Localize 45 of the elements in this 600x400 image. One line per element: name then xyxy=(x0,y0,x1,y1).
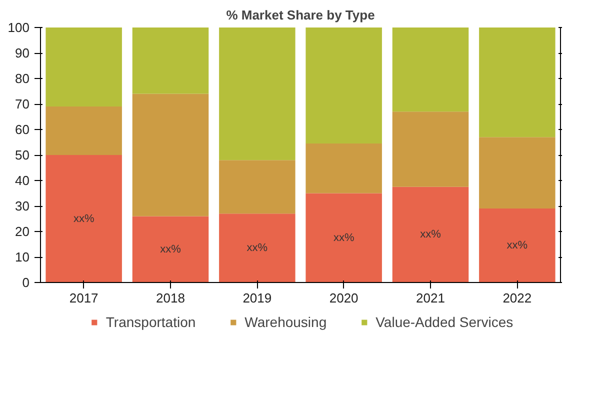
y-tick-label: 90 xyxy=(15,46,30,60)
bar xyxy=(479,28,556,138)
y-tick-label: 20 xyxy=(15,224,30,239)
data-label: xx% xyxy=(73,212,94,225)
bar xyxy=(306,193,382,282)
x-tick-label: 2020 xyxy=(329,290,358,306)
data-label: xx% xyxy=(420,228,442,241)
bar xyxy=(132,94,209,216)
bar xyxy=(46,155,122,282)
bar xyxy=(219,214,296,282)
bar xyxy=(392,28,469,112)
bar xyxy=(392,186,469,282)
bar xyxy=(479,208,556,282)
data-label: xx% xyxy=(160,243,182,256)
x-tick-label: 2018 xyxy=(156,290,185,306)
bar xyxy=(479,137,556,209)
x-tick-label: 2017 xyxy=(69,290,98,306)
x-tick-label: 2022 xyxy=(502,290,532,306)
y-tick-label: 50 xyxy=(15,148,30,162)
bar xyxy=(219,160,296,214)
legend-label: Value-Added Services xyxy=(376,314,514,330)
data-label: xx% xyxy=(506,240,528,252)
y-tick-label: 80 xyxy=(15,71,30,86)
y-tick-label: 70 xyxy=(15,96,30,112)
bar xyxy=(46,28,122,107)
y-tick-label: 10 xyxy=(15,250,30,264)
legend-label: Transportation xyxy=(106,314,196,330)
bar xyxy=(132,28,209,94)
y-tick-label: 40 xyxy=(15,173,30,188)
bar xyxy=(306,28,382,144)
x-tick-label: 2019 xyxy=(242,290,272,306)
y-tick-label: 0 xyxy=(22,275,30,290)
data-label: xx% xyxy=(246,242,268,254)
data-label: xx% xyxy=(333,232,354,244)
bar xyxy=(306,144,382,194)
y-tick-label: 100 xyxy=(8,20,30,35)
x-tick-label: 2021 xyxy=(416,290,445,306)
bar xyxy=(132,216,209,282)
bar xyxy=(46,106,122,155)
y-tick-label: 30 xyxy=(15,198,30,214)
bar xyxy=(392,112,469,187)
chart-title: % Market Share by Type xyxy=(226,8,375,22)
legend-label: Warehousing xyxy=(244,314,327,330)
bar xyxy=(219,28,296,160)
y-tick-label: 60 xyxy=(15,122,30,137)
